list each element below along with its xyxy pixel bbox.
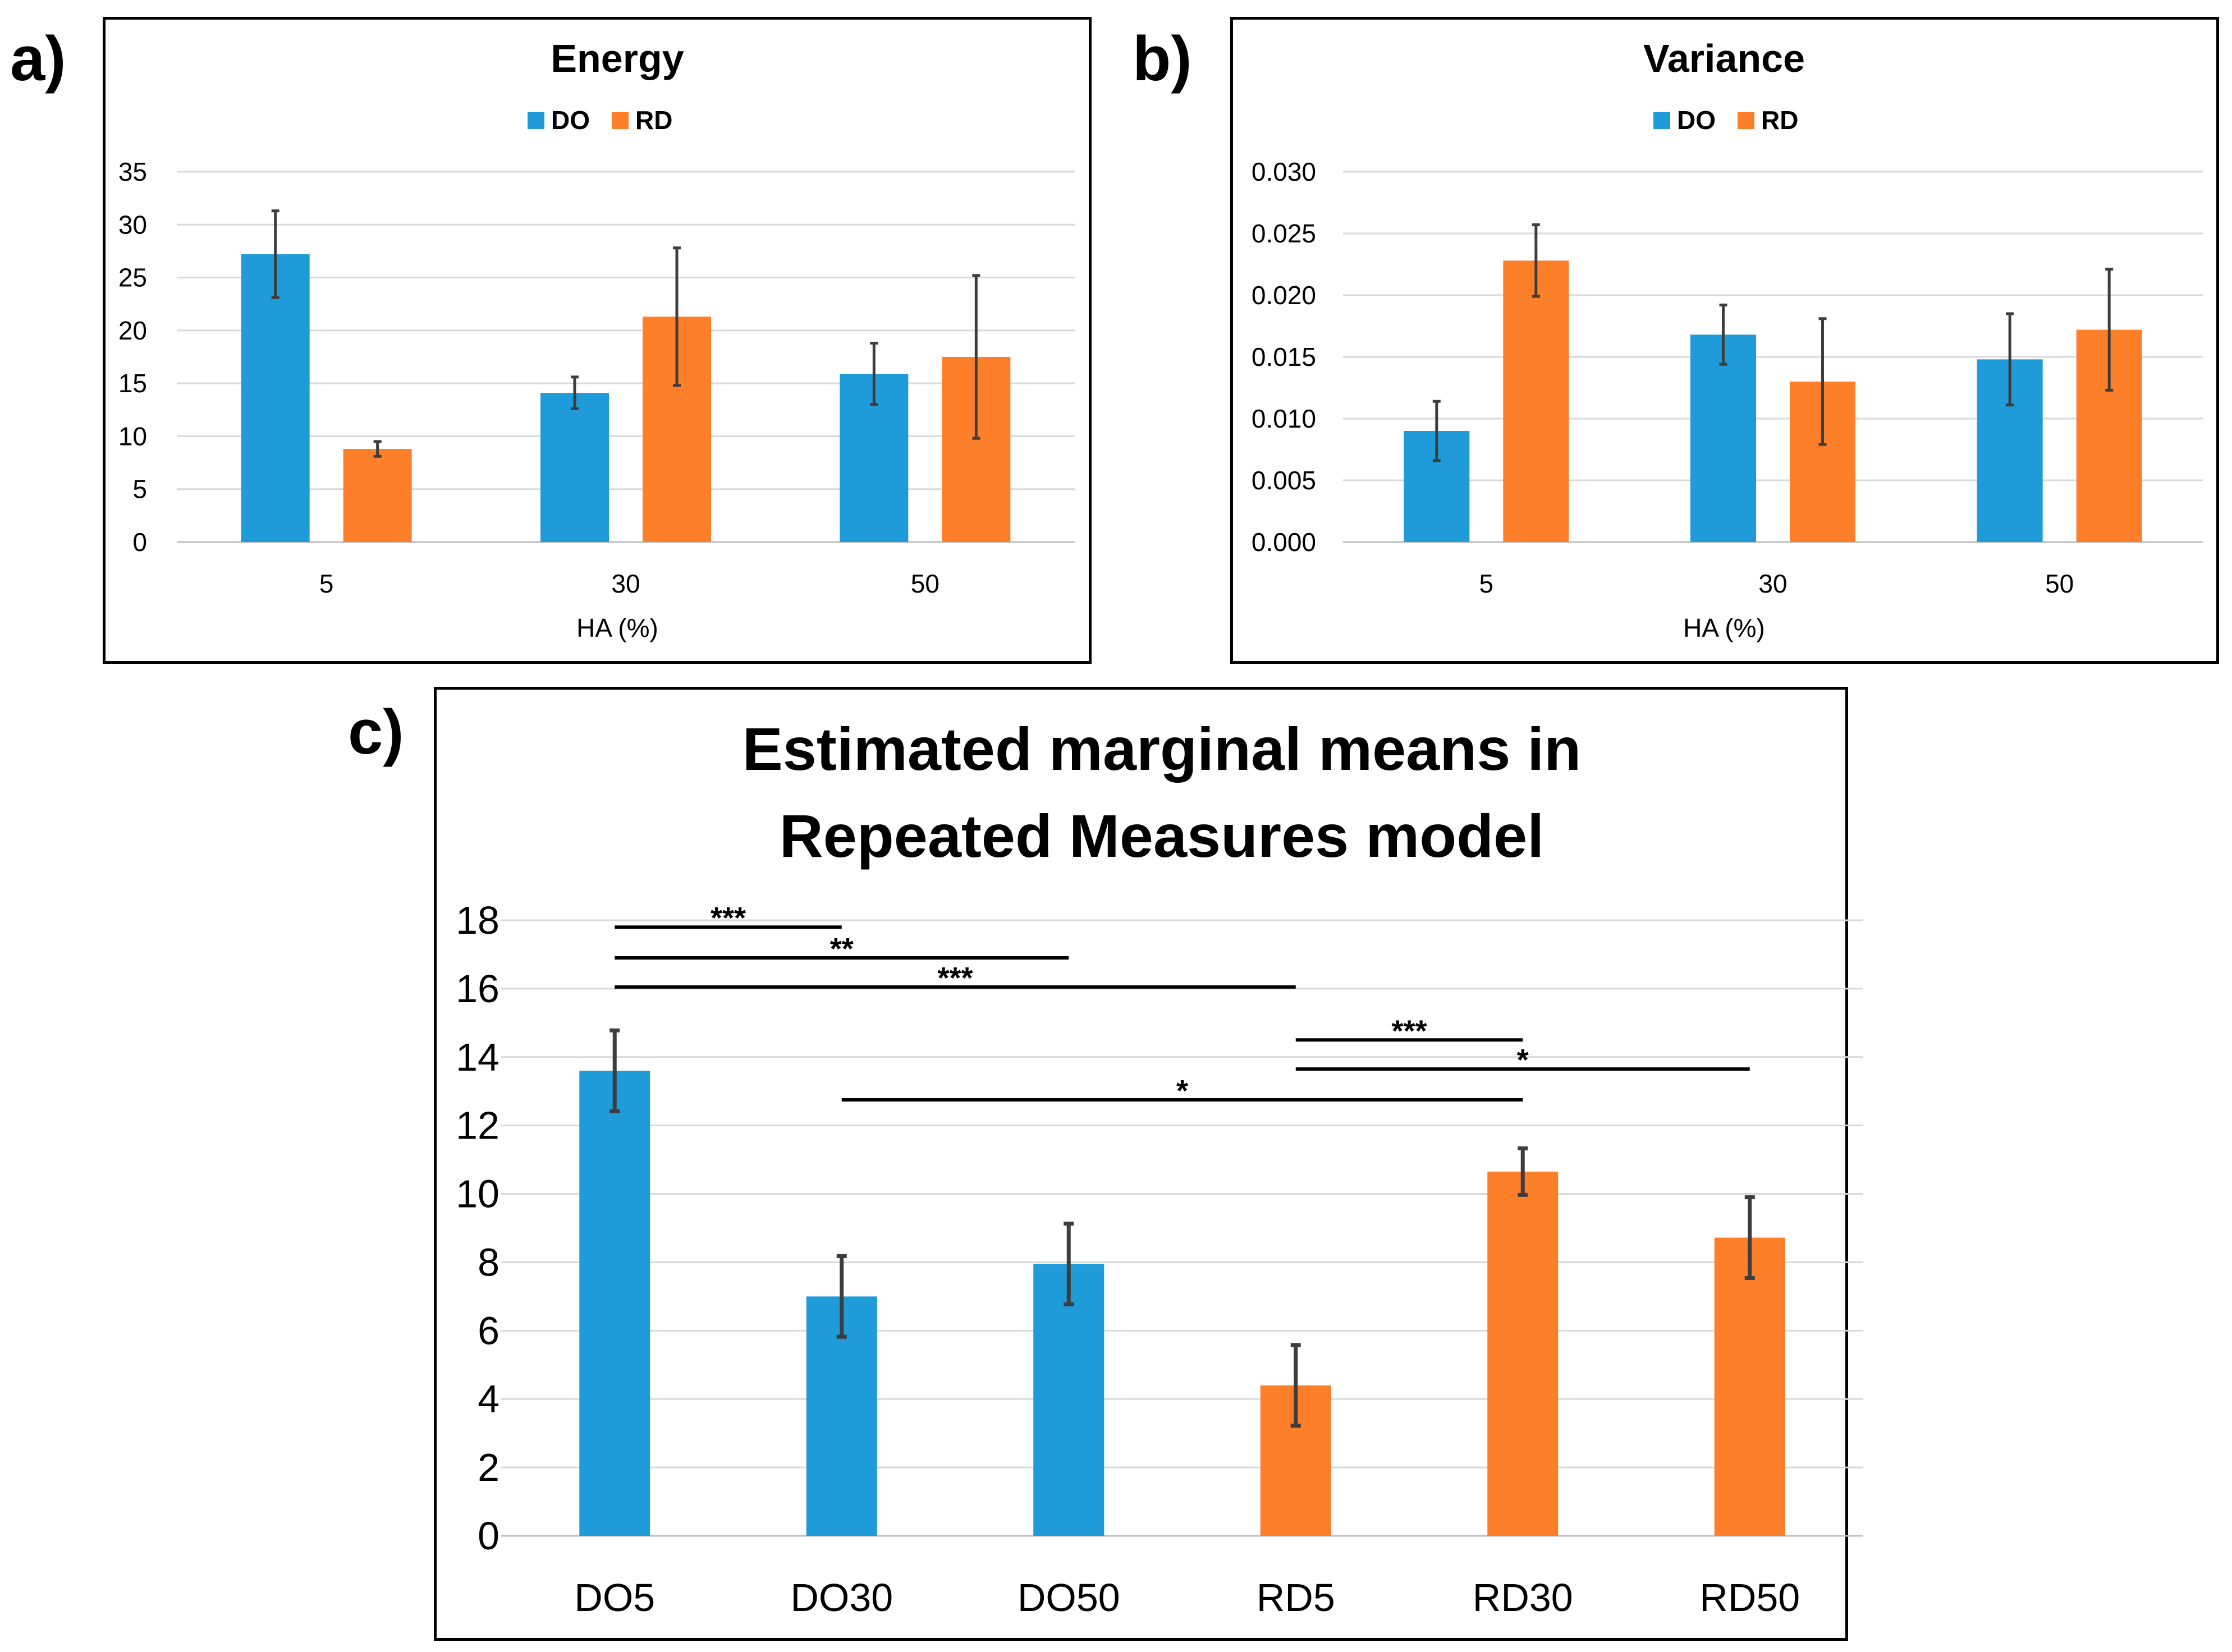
- x-tick-label: 5: [1479, 569, 1494, 598]
- y-tick-label: 0.000: [1252, 527, 1316, 557]
- x-tick-label: 50: [2045, 569, 2074, 598]
- x-tick-label: DO30: [790, 1576, 893, 1619]
- y-tick-label: 10: [118, 421, 147, 451]
- y-tick-label: 8: [478, 1240, 499, 1284]
- panel-label-b: b): [1133, 24, 1192, 94]
- y-tick-label: 20: [118, 316, 147, 345]
- x-tick-label: DO5: [574, 1576, 655, 1619]
- significance-label: ***: [937, 961, 973, 995]
- y-tick-label: 14: [456, 1035, 499, 1079]
- panel-label-c: c): [348, 697, 404, 767]
- chart-frame-c: [434, 687, 1848, 1641]
- y-tick-label: 10: [456, 1172, 499, 1216]
- y-tick-label: 2: [478, 1446, 499, 1489]
- y-tick-label: 0: [132, 527, 147, 557]
- legend-label-rd: RD: [635, 105, 672, 135]
- legend-label-rd: RD: [1761, 105, 1798, 135]
- y-tick-label: 4: [478, 1377, 499, 1421]
- y-tick-label: 0.010: [1252, 404, 1316, 433]
- legend-label-do: DO: [1677, 105, 1716, 135]
- bar-do-5: [241, 254, 310, 543]
- y-tick-label: 30: [118, 210, 147, 239]
- y-tick-label: 0.020: [1252, 281, 1316, 310]
- bar-do-30: [1690, 334, 1756, 542]
- chart-title-line: Repeated Measures model: [780, 802, 1544, 870]
- y-tick-label: 35: [118, 157, 147, 186]
- y-tick-label: 5: [132, 475, 147, 504]
- x-axis-label: HA (%): [1683, 613, 1765, 643]
- significance-label: *: [1517, 1043, 1529, 1077]
- y-tick-label: 18: [456, 898, 499, 942]
- chart-title: Energy: [551, 36, 684, 80]
- y-tick-label: 15: [118, 369, 147, 398]
- y-tick-label: 0.005: [1252, 466, 1316, 495]
- bar-rd-5: [1503, 260, 1569, 542]
- y-tick-label: 25: [118, 263, 147, 292]
- bar-rd-5: [343, 449, 412, 542]
- bar-rd50: [1714, 1237, 1785, 1536]
- legend-swatch-do: [1653, 112, 1670, 129]
- y-tick-label: 0: [478, 1514, 499, 1558]
- panel-label-a: a): [10, 24, 66, 94]
- x-tick-label: 5: [319, 569, 334, 598]
- y-tick-label: 6: [478, 1309, 499, 1352]
- chart-title-line: Estimated marginal means in: [743, 715, 1582, 783]
- y-tick-label: 0.015: [1252, 342, 1316, 371]
- significance-label: **: [830, 932, 854, 966]
- legend-swatch-rd: [1738, 112, 1754, 129]
- x-axis-label: HA (%): [576, 613, 658, 643]
- significance-label: ***: [711, 901, 746, 935]
- x-tick-label: 30: [1758, 569, 1787, 598]
- y-tick-label: 0.030: [1252, 157, 1316, 186]
- legend-swatch-do: [528, 112, 544, 129]
- x-tick-label: 30: [611, 569, 640, 598]
- x-tick-label: RD5: [1257, 1576, 1335, 1619]
- bar-do50: [1033, 1264, 1104, 1536]
- x-tick-label: RD50: [1699, 1576, 1800, 1619]
- y-tick-label: 12: [456, 1104, 499, 1148]
- x-tick-label: DO50: [1018, 1576, 1120, 1619]
- x-tick-label: 50: [911, 569, 939, 598]
- y-tick-label: 0.025: [1252, 219, 1316, 248]
- bar-rd30: [1487, 1171, 1559, 1536]
- significance-label: ***: [1391, 1014, 1427, 1048]
- significance-label: *: [1176, 1074, 1188, 1108]
- chart-title: Variance: [1643, 36, 1805, 80]
- y-tick-label: 16: [456, 967, 499, 1011]
- x-tick-label: RD30: [1473, 1576, 1573, 1619]
- bar-do-30: [540, 393, 609, 542]
- legend-label-do: DO: [551, 105, 590, 135]
- legend-swatch-rd: [612, 112, 629, 129]
- bar-do5: [579, 1071, 650, 1536]
